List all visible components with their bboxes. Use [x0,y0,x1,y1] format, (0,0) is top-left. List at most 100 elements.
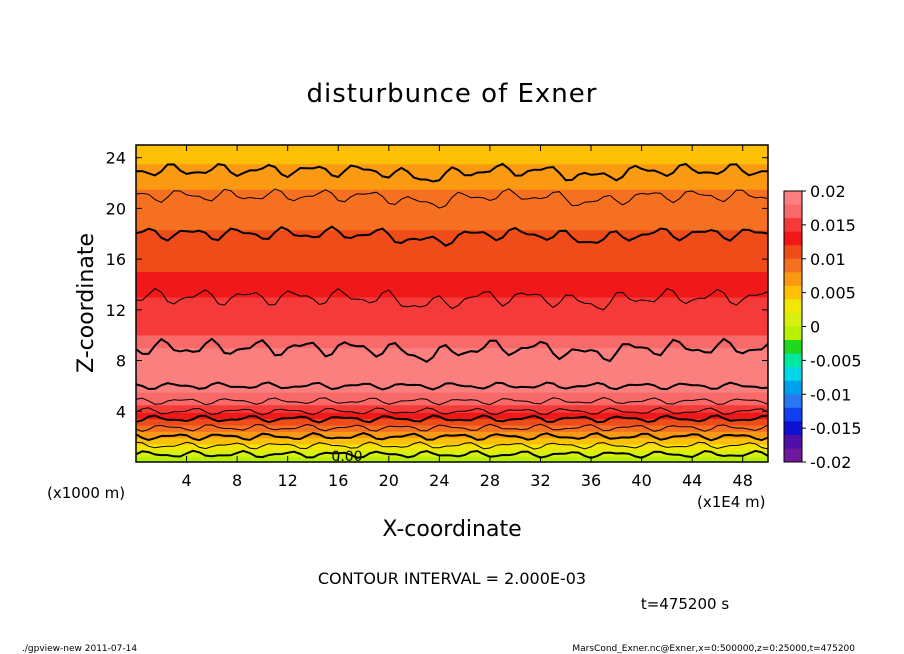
color-band [136,145,768,148]
color-band [136,164,768,167]
color-band [136,211,768,214]
contour-line [136,337,768,363]
color-band [136,404,768,407]
color-band [136,355,768,358]
color-band [136,162,768,165]
colorbar-segment [784,353,802,368]
color-band [136,145,768,147]
color-band [136,206,768,209]
color-band [136,147,768,150]
color-band [136,195,768,198]
y-tick-label: 24 [106,149,126,168]
colorbar-segment [784,340,802,354]
color-band [136,380,768,383]
color-band [136,442,768,445]
color-band [136,374,768,377]
color-band [136,171,768,174]
color-band [136,313,768,316]
color-band [136,199,768,202]
color-band [136,214,768,217]
color-band [136,447,768,450]
color-band [136,371,768,374]
color-band [136,397,768,399]
color-band [136,268,768,271]
color-band [136,402,768,404]
colorbar-segment [784,204,802,219]
plot-area [136,145,768,462]
color-band [136,407,768,410]
x-axis-label: X-coordinate [382,517,521,542]
color-band [136,310,768,313]
x-tick-label: 36 [581,471,601,490]
colorbar-segment [784,218,802,233]
color-band [136,320,768,323]
color-band [136,149,768,152]
color-band [136,161,768,164]
color-band [136,187,768,190]
color-band [136,256,768,259]
color-band [136,408,768,411]
time-label: t=475200 s [641,595,729,613]
color-band [136,319,768,322]
color-band [136,441,768,444]
color-band [136,326,768,328]
colorbar-segment [784,367,802,382]
color-band [136,194,768,197]
color-band [136,239,768,242]
color-band [136,158,768,161]
color-band [136,357,768,360]
color-band [136,223,768,226]
color-band [136,399,768,402]
color-band [136,247,768,250]
color-band [136,308,768,311]
color-band [136,225,768,228]
color-band [136,293,768,295]
color-band [136,178,768,181]
color-band [136,189,768,191]
color-band [136,367,768,370]
color-band [136,318,768,321]
colorbar-tick-label: 0.015 [810,216,856,235]
colorbar-segment [784,299,802,314]
color-band [136,456,768,459]
color-band [136,353,768,356]
y-tick-label: 12 [106,301,126,320]
color-band [136,276,768,279]
x-tick-label: 28 [480,471,500,490]
color-band [136,182,768,185]
color-band [136,417,768,420]
x-unit-right: (x1E4 m) [697,493,766,511]
color-band [136,331,768,333]
colorbar-segment [784,394,802,409]
color-band [136,405,768,408]
y-tick-label: 16 [106,250,126,269]
color-band [136,390,768,393]
colorbar-segment [784,380,802,395]
color-band [136,260,768,262]
contour-line [136,423,768,432]
color-band [136,170,768,172]
color-band [136,328,768,331]
color-band [136,228,768,231]
color-band [136,180,768,183]
color-band [136,317,768,320]
color-band [136,243,768,246]
x-tick-label: 16 [328,471,348,490]
color-band [136,341,768,344]
color-band [136,428,768,431]
color-band [136,279,768,281]
color-band [136,215,768,218]
color-band [136,274,768,276]
color-band [136,416,768,418]
color-band [136,430,768,432]
color-band [136,451,768,454]
color-band [136,372,768,375]
color-band [136,255,768,257]
color-band [136,422,768,425]
color-band [136,181,768,184]
color-band [136,244,768,247]
color-band [136,249,768,252]
color-band [136,262,768,265]
colorbar-segment [784,407,802,422]
